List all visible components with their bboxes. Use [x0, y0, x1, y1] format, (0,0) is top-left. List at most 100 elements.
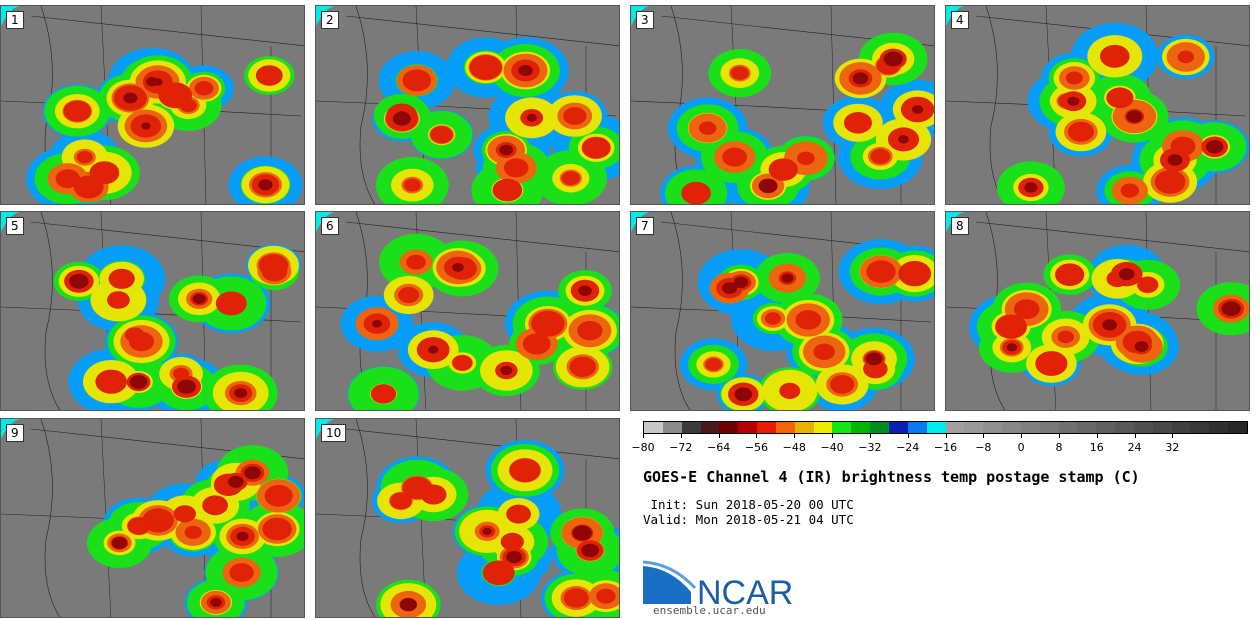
colorbar-swatches	[643, 421, 1248, 434]
colorbar-swatch	[964, 422, 984, 433]
colorbar: −80 −72 −64 −56 −48 −40 −32 −24 −16 −8 0 8 16 24 32	[631, 421, 1248, 461]
colorbar-swatch	[1115, 422, 1134, 433]
postage-stamp-panel: 7	[630, 211, 935, 411]
colorbar-swatch	[1020, 422, 1040, 433]
colorbar-swatch	[1077, 422, 1097, 433]
ir-satellite-map	[631, 212, 934, 410]
colorbar-tick-label: 0	[1017, 441, 1025, 454]
colorbar-tick-label: 32	[1165, 441, 1180, 454]
postage-stamp-panel: 5	[0, 211, 305, 411]
colorbar-tick-label: −56	[744, 441, 769, 454]
colorbar-swatch	[775, 422, 795, 433]
ir-satellite-map	[946, 212, 1249, 410]
colorbar-swatch	[700, 422, 720, 433]
colorbar-tick-label: −48	[782, 441, 806, 454]
ncar-logo: NCAR	[643, 560, 793, 608]
postage-stamp-panel: 4	[945, 5, 1250, 205]
ir-satellite-map	[316, 212, 619, 410]
colorbar-swatch	[1152, 422, 1172, 433]
colorbar-tickmark	[718, 434, 720, 438]
colorbar-swatch	[794, 422, 814, 433]
colorbar-tick-label: −80	[631, 441, 655, 454]
colorbar-swatch	[1058, 422, 1078, 433]
colorbar-swatch	[738, 422, 758, 433]
postage-stamp-panel: 10	[315, 418, 620, 618]
panel-label: 10	[321, 424, 347, 442]
colorbar-swatch	[813, 422, 833, 433]
colorbar-swatch	[870, 422, 889, 433]
ir-satellite-map	[1, 212, 304, 410]
colorbar-tickmark	[680, 434, 682, 438]
ir-satellite-map	[1, 419, 304, 617]
colorbar-swatch	[1209, 422, 1229, 433]
init-time: Init: Sun 2018-05-20 00 UTC	[643, 497, 854, 512]
colorbar-swatch	[926, 422, 946, 433]
colorbar-swatch	[719, 422, 739, 433]
panel-label: 2	[321, 11, 339, 29]
colorbar-swatch	[757, 422, 776, 433]
colorbar-swatch	[1190, 422, 1210, 433]
panel-label: 4	[951, 11, 969, 29]
colorbar-swatch	[888, 422, 908, 433]
postage-stamp-panel: 2	[315, 5, 620, 205]
postage-stamp-panel: 9	[0, 418, 305, 618]
ir-satellite-map	[946, 6, 1249, 204]
ir-satellite-map	[1, 6, 304, 204]
colorbar-tick-label: −72	[669, 441, 693, 454]
chart-title: GOES-E Channel 4 (IR) brightness temp po…	[643, 468, 1140, 486]
colorbar-tick-label: −16	[933, 441, 958, 454]
ir-satellite-map	[631, 6, 934, 204]
colorbar-swatch	[832, 422, 852, 433]
panel-label: 7	[636, 217, 654, 235]
colorbar-swatch	[945, 422, 965, 433]
colorbar-swatch	[1133, 422, 1153, 433]
colorbar-tick-label: −8	[975, 441, 992, 454]
colorbar-swatch	[851, 422, 871, 433]
colorbar-tickmark	[945, 434, 947, 438]
postage-stamp-panel: 6	[315, 211, 620, 411]
colorbar-swatch	[907, 422, 927, 433]
ncar-logo-text: NCAR	[697, 574, 793, 608]
panel-label: 9	[6, 424, 24, 442]
colorbar-tick-label: 16	[1089, 441, 1104, 454]
colorbar-tickmark	[869, 434, 871, 438]
colorbar-tickmark	[794, 434, 796, 438]
panel-label: 1	[6, 11, 24, 29]
colorbar-tickmark	[643, 434, 644, 438]
colorbar-tickmark	[1058, 434, 1060, 438]
colorbar-swatch	[983, 422, 1003, 433]
panel-label: 6	[321, 217, 339, 235]
colorbar-tickmark	[907, 434, 909, 438]
colorbar-tickmark	[983, 434, 985, 438]
colorbar-tickmark	[1021, 434, 1023, 438]
colorbar-swatch	[1002, 422, 1021, 433]
logo-url: ensemble.ucar.edu	[653, 604, 766, 617]
colorbar-tick-label: 8	[1055, 441, 1063, 454]
colorbar-swatch	[662, 422, 682, 433]
colorbar-tick-label: −64	[707, 441, 731, 454]
panel-label: 8	[951, 217, 969, 235]
colorbar-tick-label: −40	[820, 441, 844, 454]
colorbar-swatch	[1228, 422, 1247, 433]
colorbar-tickmark	[832, 434, 834, 438]
colorbar-tickmark	[1134, 434, 1136, 438]
postage-stamp-panel: 8	[945, 211, 1250, 411]
colorbar-tickmark	[1172, 434, 1174, 438]
colorbar-swatch	[1096, 422, 1116, 433]
panel-label: 3	[636, 11, 654, 29]
colorbar-swatch	[1171, 422, 1191, 433]
colorbar-tickmark	[1096, 434, 1098, 438]
colorbar-swatch	[644, 422, 663, 433]
colorbar-tick-label: 24	[1127, 441, 1142, 454]
valid-time: Valid: Mon 2018-05-21 04 UTC	[643, 512, 854, 527]
colorbar-tickmark	[756, 434, 758, 438]
ir-satellite-map	[316, 419, 619, 617]
ir-satellite-map	[316, 6, 619, 204]
postage-stamp-panel: 3	[630, 5, 935, 205]
colorbar-swatch	[681, 422, 701, 433]
colorbar-swatch	[1039, 422, 1059, 433]
colorbar-tick-label: −24	[896, 441, 920, 454]
postage-stamp-panel: 1	[0, 5, 305, 205]
colorbar-tick-label: −32	[858, 441, 882, 454]
panel-label: 5	[6, 217, 24, 235]
